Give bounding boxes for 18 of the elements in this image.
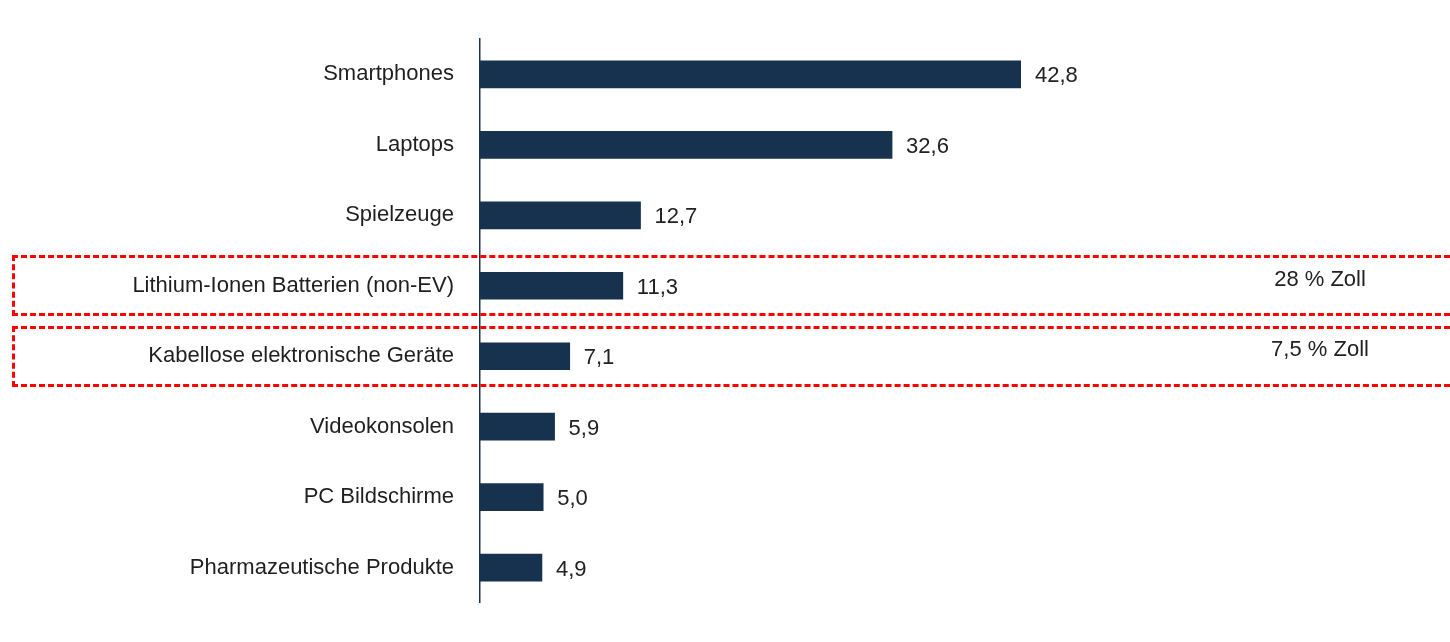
y-tick-label: Pharmazeutische Produkte: [189, 553, 454, 579]
data-label: 42,8: [1035, 62, 1078, 88]
data-label: 7,1: [583, 344, 615, 370]
y-tick-label: Kabellose elektronische Geräte: [148, 342, 454, 368]
y-tick-label: Spielzeuge: [345, 201, 454, 227]
data-label: 4,9: [555, 555, 587, 581]
data-label: 32,6: [906, 132, 949, 158]
text: 7,5 % Zoll: [1271, 336, 1369, 362]
y-tick-label: PC Bildschirme: [303, 483, 454, 509]
y-tick-label: Videokonsolen: [310, 412, 454, 438]
data-label: 5,9: [568, 414, 600, 440]
data-label: 11,3: [636, 273, 679, 299]
data-label: 5,0: [557, 485, 588, 511]
y-tick-label: Smartphones: [323, 60, 454, 86]
text: 28 % Zoll: [1274, 265, 1366, 291]
data-label: 12,7: [654, 203, 698, 229]
y-tick-label: Laptops: [375, 130, 454, 156]
y-tick-label: Lithium-Ionen Batterien (non-EV): [132, 271, 454, 297]
